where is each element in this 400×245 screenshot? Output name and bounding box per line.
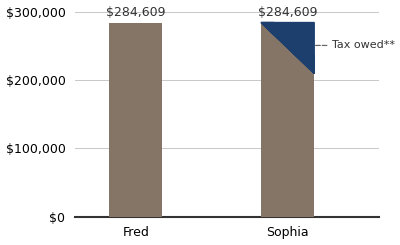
Bar <box>109 23 162 217</box>
Text: $284,609: $284,609 <box>258 6 317 19</box>
Polygon shape <box>261 23 314 74</box>
Bar <box>261 23 314 217</box>
Text: Tax owed**: Tax owed** <box>316 40 396 50</box>
Text: $284,609: $284,609 <box>106 6 166 19</box>
